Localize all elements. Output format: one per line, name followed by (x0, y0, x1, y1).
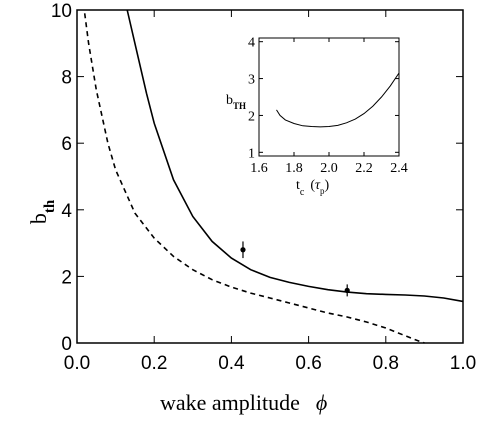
main-x-tick-label-5: 1.0 (450, 353, 476, 374)
main-point-1 (344, 287, 350, 293)
inset-x-tick-label-2: 2.0 (320, 161, 338, 176)
inset-y-axis-label: bTH (226, 93, 246, 111)
inset-background (259, 38, 399, 156)
inset-y-tick-label-1: 2 (248, 109, 255, 124)
main-x-tick-label-3: 0.6 (295, 353, 321, 374)
inset-y-axis-label-sub: TH (233, 101, 246, 111)
main-x-axis-label-text: wake amplitude (160, 390, 300, 415)
main-points-layer (240, 241, 350, 297)
main-point-0 (240, 247, 246, 253)
inset-x-tick-label-1: 1.8 (285, 161, 303, 176)
inset-y-tick-label-2: 3 (248, 73, 255, 88)
main-y-axis-label-sub: th (42, 199, 58, 213)
main-y-tick-label-5: 10 (51, 1, 72, 22)
inset-series-layer (276, 72, 400, 128)
main-x-tick-label-1: 0.2 (141, 353, 167, 374)
inset-x-axis-label-sub: c (300, 187, 305, 198)
main-x-axis-label-symbol: ϕ (316, 390, 327, 415)
inset-y-axis-label-text: b (226, 93, 233, 108)
main-x-tick-label-4: 0.8 (373, 353, 399, 374)
main-x-tick-label-2: 0.4 (218, 353, 245, 374)
inset-x-axis-label-text: t (296, 178, 300, 193)
inset-x-axis-label-unit: τ (315, 178, 321, 193)
main-y-tick-label-0: 0 (61, 334, 72, 355)
main-y-tick-label-4: 8 (61, 68, 72, 89)
inset-ticklabels-layer: 1.6 1.8 2.0 2.2 2.4 1 2 3 4 (248, 36, 408, 176)
main-series-layer (83, 9, 464, 344)
inset-y-tick-label-3: 4 (248, 36, 255, 51)
inset-series-0-solid-line (276, 72, 400, 128)
inset-x-tick-label-4: 2.4 (390, 161, 408, 176)
main-ticks-layer (76, 9, 464, 344)
inset-y-tick-label-0: 1 (248, 146, 255, 161)
inset-chart: 1.6 1.8 2.0 2.2 2.4 1 2 3 4 tc (τp) bTH (226, 36, 408, 198)
main-plot-frame (76, 9, 464, 344)
inset-x-tick-label-3: 2.2 (355, 161, 373, 176)
main-y-axis-label-text: b (26, 213, 51, 224)
main-series-1-dashed-line (83, 13, 425, 344)
inset-x-tick-label-0: 1.6 (250, 161, 268, 176)
main-chart: 0.0 0.2 0.4 0.6 0.8 1.0 0 2 4 6 8 10 wake amplitude… (26, 1, 476, 415)
main-x-tick-label-0: 0.0 (64, 353, 90, 374)
main-y-tick-label-3: 6 (61, 134, 72, 155)
main-x-axis-label: wake amplitude ϕ (160, 390, 327, 415)
main-ticklabels-layer: 0.0 0.2 0.4 0.6 0.8 1.0 0 2 4 6 8 10 (51, 1, 476, 374)
inset-ticks-layer (258, 38, 400, 156)
inset-x-axis-label: tc (τp) (296, 178, 330, 198)
main-y-tick-label-2: 4 (61, 201, 72, 222)
main-y-tick-label-1: 2 (61, 267, 72, 288)
main-y-axis-label: bth (26, 199, 58, 224)
main-series-0-solid-line (126, 9, 464, 303)
inset-x-axis-label-unit-sub: p (320, 186, 325, 196)
